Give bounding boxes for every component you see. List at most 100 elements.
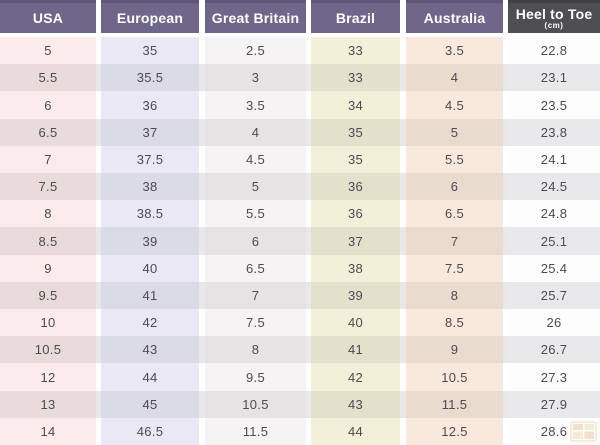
table-cell: 14 <box>0 417 96 445</box>
column-header-label: USA <box>32 10 64 26</box>
table-cell: 46.5 <box>101 417 199 445</box>
column-gap <box>503 64 508 92</box>
table-cell: 4 <box>406 64 503 92</box>
table-body: 5 35 2.5 33 3.5 22.8 5.5 35.5 3 33 4 23.1 6 36 3.5 34 4.… <box>0 37 600 445</box>
table-cell: 10.5 <box>406 363 503 391</box>
table-cell: 23.1 <box>508 64 600 92</box>
table-cell: 26.7 <box>508 336 600 364</box>
column-gap <box>306 64 311 92</box>
table-cell: 12 <box>0 363 96 391</box>
table-cell: 7 <box>205 281 306 310</box>
table-row: 9.5 41 7 39 8 25.7 <box>0 281 600 310</box>
table-cell: 4.5 <box>406 91 503 119</box>
column-header-label: Australia <box>423 10 486 26</box>
table-row: 6 36 3.5 34 4.5 23.5 <box>0 91 600 119</box>
column-gap <box>503 118 508 146</box>
column-header-brazil: Brazil <box>311 0 400 33</box>
table-cell: 25.7 <box>508 281 600 310</box>
column-gap <box>400 173 406 201</box>
table-cell: 40 <box>101 254 199 282</box>
header-spacer <box>0 33 600 37</box>
column-gap <box>400 200 406 228</box>
table-cell: 35 <box>311 118 400 146</box>
table-grid-icon <box>570 421 597 442</box>
table-cell: 35 <box>311 145 400 174</box>
column-gap <box>96 363 101 391</box>
table-cell: 10.5 <box>205 390 306 418</box>
table-cell: 36 <box>101 91 199 119</box>
table-cell: 11.5 <box>205 417 306 445</box>
column-gap <box>199 363 205 391</box>
column-gap <box>400 227 406 255</box>
table-cell: 8 <box>406 281 503 310</box>
table-cell: 24.5 <box>508 173 600 201</box>
table-cell: 37.5 <box>101 145 199 174</box>
column-gap <box>400 37 406 65</box>
column-gap <box>306 200 311 228</box>
table-cell: 9 <box>406 336 503 364</box>
column-header-great-britain: Great Britain <box>205 0 306 33</box>
table-cell: 3.5 <box>205 91 306 119</box>
column-gap <box>503 37 508 65</box>
table-cell: 45 <box>101 390 199 418</box>
column-header-heel-to-toe: Heel to Toe (cm) <box>508 0 600 33</box>
table-cell: 24.8 <box>508 200 600 228</box>
table-cell: 37 <box>101 118 199 146</box>
column-gap <box>400 336 406 364</box>
table-cell: 3 <box>205 64 306 92</box>
table-cell: 8.5 <box>406 309 503 337</box>
column-gap <box>503 254 508 282</box>
column-header-label: European <box>116 10 184 26</box>
table-cell: 44 <box>311 417 400 445</box>
column-gap <box>306 0 311 33</box>
table-cell: 8.5 <box>0 227 96 255</box>
table-cell: 33 <box>311 64 400 92</box>
table-cell: 6.5 <box>205 254 306 282</box>
table-cell: 6 <box>205 227 306 255</box>
column-gap <box>503 390 508 418</box>
column-gap <box>199 173 205 201</box>
table-cell: 33 <box>311 37 400 65</box>
column-gap <box>96 254 101 282</box>
table-row: 12 44 9.5 42 10.5 27.3 <box>0 363 600 391</box>
table-cell: 5 <box>0 37 96 65</box>
column-gap <box>96 37 101 65</box>
column-header-european: European <box>101 0 199 33</box>
column-gap <box>306 173 311 201</box>
column-gap <box>400 0 406 33</box>
table-cell: 34 <box>311 91 400 119</box>
table-row: 9 40 6.5 38 7.5 25.4 <box>0 254 600 282</box>
table-cell: 4 <box>205 118 306 146</box>
column-gap <box>503 173 508 201</box>
column-gap <box>199 390 205 418</box>
table-cell: 25.1 <box>508 227 600 255</box>
column-gap <box>503 363 508 391</box>
table-cell: 6 <box>0 91 96 119</box>
column-gap <box>199 118 205 146</box>
column-gap <box>306 227 311 255</box>
table-row: 8.5 39 6 37 7 25.1 <box>0 227 600 255</box>
table-cell: 35 <box>101 37 199 65</box>
table-cell: 6.5 <box>406 200 503 228</box>
table-cell: 2.5 <box>205 37 306 65</box>
table-cell: 9 <box>0 254 96 282</box>
column-gap <box>306 390 311 418</box>
table-cell: 39 <box>101 227 199 255</box>
table-row: 10 42 7.5 40 8.5 26 <box>0 309 600 337</box>
column-gap <box>400 91 406 119</box>
column-header-label: Brazil <box>335 10 376 26</box>
column-gap <box>503 309 508 337</box>
table-cell: 25.4 <box>508 254 600 282</box>
column-gap <box>400 281 406 310</box>
table-cell: 23.5 <box>508 91 600 119</box>
column-gap <box>306 309 311 337</box>
column-header-label: Great Britain <box>211 10 300 26</box>
column-gap <box>306 363 311 391</box>
table-cell: 7.5 <box>406 254 503 282</box>
table-cell: 26 <box>508 309 600 337</box>
column-gap <box>306 281 311 310</box>
column-gap <box>96 145 101 174</box>
column-header-australia: Australia <box>406 0 503 33</box>
column-gap <box>306 336 311 364</box>
table-cell: 8 <box>205 336 306 364</box>
